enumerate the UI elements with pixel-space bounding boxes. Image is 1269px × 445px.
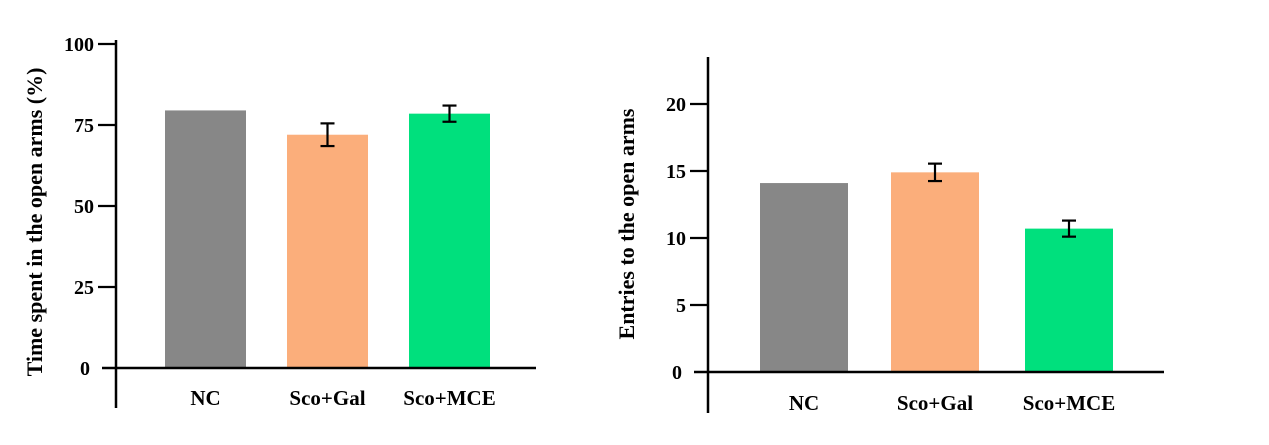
x-tick-label: NC bbox=[789, 391, 819, 415]
error-bar-sco-mce bbox=[442, 104, 457, 123]
y-tick-label: 0 bbox=[672, 362, 682, 384]
y-tick-label: 0 bbox=[80, 358, 90, 380]
error-bar-sco-gal bbox=[320, 122, 335, 148]
x-tick-label: Sco+MCE bbox=[403, 386, 495, 410]
x-tick-label: Sco+Gal bbox=[289, 386, 365, 410]
y-axis-title: Time spent in the open arms (%) bbox=[22, 68, 47, 377]
y-tick-label: 50 bbox=[74, 196, 94, 218]
y-tick-label: 75 bbox=[74, 115, 94, 137]
y-tick-label: 25 bbox=[74, 277, 94, 299]
chart-panel-time-spent: 0 25 50 75 100 NC Sco+Gal Sco+MCE Time spent in … bbox=[22, 34, 536, 410]
y-tick-label: 15 bbox=[666, 161, 686, 183]
error-bar-sco-mce bbox=[1062, 219, 1076, 238]
bar-sco-gal bbox=[891, 172, 979, 372]
y-tick-label: 100 bbox=[64, 34, 94, 56]
error-bar-sco-gal bbox=[928, 162, 942, 183]
x-tick-label: Sco+Gal bbox=[897, 391, 973, 415]
bar-sco-mce bbox=[409, 113, 490, 368]
bar-nc bbox=[165, 110, 246, 369]
x-tick-label: NC bbox=[190, 386, 220, 410]
y-tick-label: 20 bbox=[666, 94, 686, 116]
y-tick-label: 5 bbox=[676, 295, 686, 317]
chart-panel-entries: 0 5 10 15 20 NC Sco+Gal Sco+MCE Entries to the o… bbox=[614, 57, 1164, 415]
bar-sco-mce bbox=[1025, 228, 1113, 372]
x-tick-label: Sco+MCE bbox=[1023, 391, 1115, 415]
bar-sco-gal bbox=[287, 134, 368, 368]
y-axis-title: Entries to the open arms bbox=[614, 108, 639, 339]
bar-nc bbox=[760, 183, 848, 372]
y-tick-label: 10 bbox=[666, 228, 686, 250]
